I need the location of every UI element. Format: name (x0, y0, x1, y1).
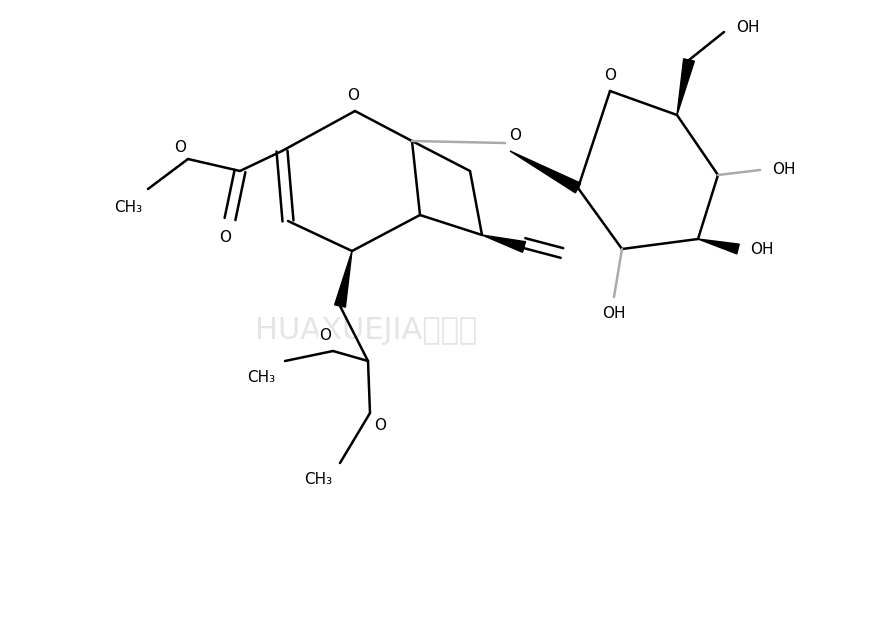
Text: OH: OH (772, 163, 795, 178)
Polygon shape (482, 235, 526, 252)
Text: O: O (509, 128, 521, 143)
Text: O: O (604, 69, 616, 83)
Text: O: O (219, 229, 231, 244)
Polygon shape (335, 251, 352, 307)
Polygon shape (510, 151, 581, 193)
Text: O: O (374, 417, 386, 432)
Text: OH: OH (736, 19, 760, 34)
Text: OH: OH (603, 305, 626, 320)
Text: O: O (347, 88, 359, 103)
Text: CH₃: CH₃ (114, 199, 142, 214)
Polygon shape (698, 239, 739, 254)
Text: O: O (174, 140, 186, 155)
Text: CH₃: CH₃ (247, 369, 275, 384)
Text: OH: OH (750, 242, 773, 257)
Text: O: O (319, 328, 331, 343)
Text: CH₃: CH₃ (304, 472, 332, 488)
Text: HUAXUEJIA化学加: HUAXUEJIA化学加 (255, 316, 477, 345)
Polygon shape (677, 59, 694, 115)
